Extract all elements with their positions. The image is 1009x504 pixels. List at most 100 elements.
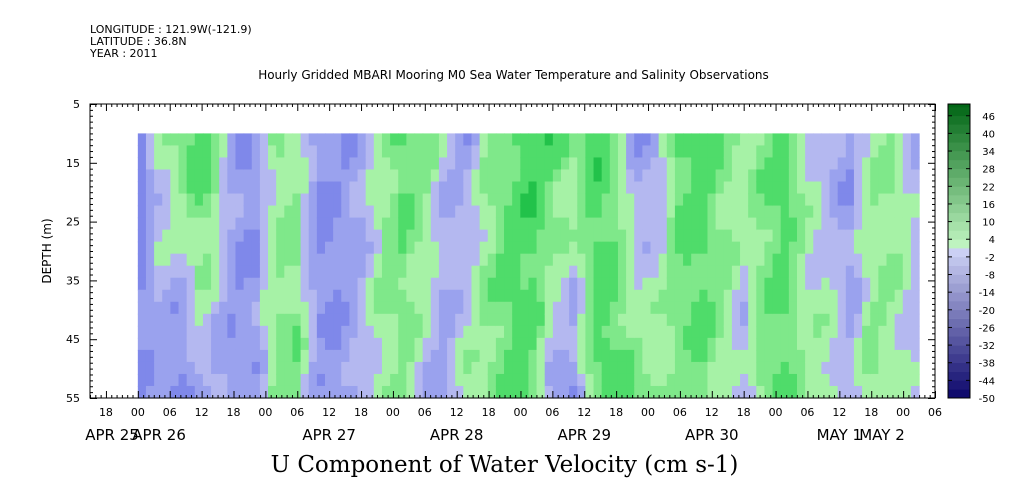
heatmap-cell xyxy=(406,373,416,387)
heatmap-cell xyxy=(829,385,839,399)
heatmap-cell xyxy=(617,181,627,195)
heatmap-cell xyxy=(569,217,578,231)
heatmap-cell xyxy=(601,145,611,159)
heatmap-cell xyxy=(740,169,749,183)
heatmap-cell xyxy=(276,373,285,387)
heatmap-cell xyxy=(381,229,391,243)
heatmap-cell xyxy=(365,145,375,159)
heatmap-cell xyxy=(796,385,806,399)
heatmap-cell xyxy=(186,193,196,207)
heatmap-cell xyxy=(219,145,228,159)
heatmap-cell xyxy=(504,313,513,327)
heatmap-cell xyxy=(308,265,318,279)
heatmap-cell xyxy=(658,193,668,207)
heatmap-cell xyxy=(162,301,171,315)
heatmap-cell xyxy=(373,157,383,171)
heatmap-cell xyxy=(406,217,416,231)
heatmap-cell xyxy=(740,253,749,267)
heatmap-cell xyxy=(398,181,407,195)
heatmap-cell xyxy=(504,265,513,279)
heatmap-cell xyxy=(381,133,391,147)
colorbar-segment xyxy=(948,309,970,319)
heatmap-cell xyxy=(430,265,440,279)
colorbar-segment xyxy=(948,265,970,275)
heatmap-cell xyxy=(544,205,554,219)
heatmap-cell xyxy=(292,325,302,339)
heatmap-cell xyxy=(853,205,863,219)
heatmap-cell xyxy=(585,229,595,243)
heatmap-cell xyxy=(235,289,245,303)
heatmap-cell xyxy=(202,181,212,195)
heatmap-cell xyxy=(259,349,269,363)
heatmap-cell xyxy=(194,301,204,315)
heatmap-cell xyxy=(674,337,684,351)
heatmap-cell xyxy=(626,217,635,231)
heatmap-cell xyxy=(756,169,766,183)
heatmap-cell xyxy=(740,301,749,315)
heatmap-cell xyxy=(381,277,391,291)
heatmap-cell xyxy=(650,361,660,375)
heatmap-cell xyxy=(170,361,180,375)
heatmap-cell xyxy=(658,289,668,303)
heatmap-cell xyxy=(845,337,855,351)
heatmap-cell xyxy=(862,229,871,243)
heatmap-cell xyxy=(642,253,652,267)
heatmap-cell xyxy=(447,337,456,351)
heatmap-cell xyxy=(259,169,269,183)
heatmap-cell xyxy=(422,265,432,279)
heatmap-cell xyxy=(902,241,912,255)
heatmap-cell xyxy=(325,193,334,207)
heatmap-cell xyxy=(837,289,847,303)
heatmap-cell xyxy=(365,277,375,291)
heatmap-cell xyxy=(316,325,326,339)
heatmap-cell xyxy=(447,229,456,243)
heatmap-cell xyxy=(642,277,652,291)
heatmap-cell xyxy=(333,133,342,147)
colorbar-segment xyxy=(948,318,970,328)
heatmap-cell xyxy=(845,265,855,279)
heatmap-cell xyxy=(731,253,741,267)
heatmap-cell xyxy=(910,241,920,255)
heatmap-cell xyxy=(357,229,367,243)
heatmap-cell xyxy=(365,337,375,351)
heatmap-cell xyxy=(194,361,204,375)
heatmap-cell xyxy=(894,145,904,159)
heatmap-cell xyxy=(544,193,554,207)
x-day-label: APR 30 xyxy=(685,426,739,444)
colorbar-border xyxy=(947,103,971,399)
heatmap-cell xyxy=(528,301,538,315)
heatmap-cell xyxy=(862,385,871,399)
heatmap-cell xyxy=(512,229,521,243)
heatmap-cell xyxy=(316,241,326,255)
heatmap-cell xyxy=(162,337,171,351)
heatmap-cell xyxy=(699,133,709,147)
heatmap-cell xyxy=(373,337,383,351)
heatmap-cell xyxy=(821,169,831,183)
heatmap-cell xyxy=(292,253,302,267)
heatmap-cell xyxy=(276,301,285,315)
heatmap-cell xyxy=(650,217,660,231)
heatmap-cell xyxy=(349,193,359,207)
heatmap-cell xyxy=(251,289,261,303)
heatmap-cell xyxy=(593,193,603,207)
heatmap-cell xyxy=(683,289,692,303)
heatmap-cell xyxy=(910,145,920,159)
heatmap-cell xyxy=(837,337,847,351)
heatmap-cell xyxy=(577,169,587,183)
heatmap-cell xyxy=(552,289,562,303)
heatmap-cell xyxy=(878,133,888,147)
heatmap-cell xyxy=(878,265,888,279)
heatmap-cell xyxy=(414,193,424,207)
heatmap-cell xyxy=(788,325,798,339)
heatmap-cell xyxy=(520,385,530,399)
heatmap-cell xyxy=(390,241,399,255)
heatmap-cell xyxy=(902,301,912,315)
heatmap-cell xyxy=(560,229,570,243)
heatmap-cell xyxy=(813,277,823,291)
heatmap-cell xyxy=(715,253,725,267)
heatmap-cell xyxy=(666,145,676,159)
heatmap-cell xyxy=(251,145,261,159)
heatmap-cell xyxy=(634,337,643,351)
heatmap-cell xyxy=(145,361,155,375)
heatmap-cell xyxy=(837,265,847,279)
